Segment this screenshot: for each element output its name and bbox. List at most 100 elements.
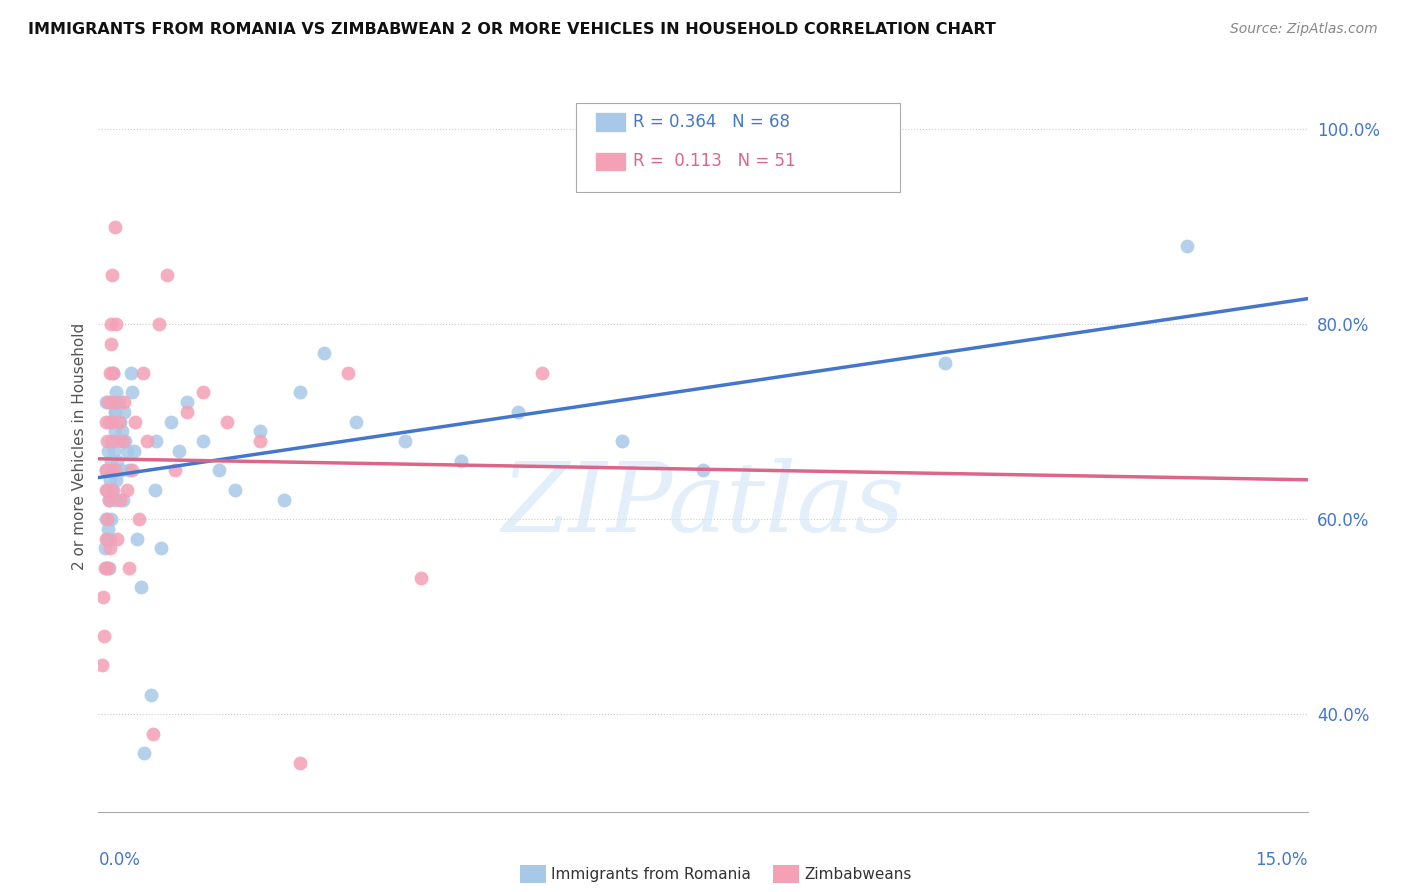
Point (135, 434, 157, 449)
Point (97, 492, 120, 507)
Point (104, 425, 127, 439)
Text: R =  0.113   N = 51: R = 0.113 N = 51 (633, 153, 796, 170)
Point (118, 463, 141, 477)
Point (101, 483, 124, 497)
Point (105, 453, 128, 467)
Point (107, 415, 129, 429)
Text: Zimbabweans: Zimbabweans (804, 867, 911, 881)
Point (121, 463, 143, 477)
Point (100, 317, 122, 331)
Point (115, 443, 138, 458)
Point (112, 405, 135, 419)
Point (150, 541, 173, 556)
Point (409, 571, 432, 585)
Point (110, 463, 132, 477)
Point (96, 483, 118, 497)
Point (101, 415, 124, 429)
Point (96, 512, 118, 526)
Point (156, 268, 179, 283)
Point (94, 561, 117, 575)
Point (450, 453, 472, 467)
Point (96, 532, 118, 546)
Text: R = 0.364   N = 68: R = 0.364 N = 68 (633, 113, 790, 131)
Point (208, 463, 231, 477)
Point (128, 512, 150, 526)
Point (111, 492, 134, 507)
Point (249, 434, 271, 449)
Point (288, 385, 311, 400)
Point (314, 346, 336, 360)
Point (934, 356, 956, 370)
Text: IMMIGRANTS FROM ROMANIA VS ZIMBABWEAN 2 OR MORE VEHICLES IN HOUSEHOLD CORRELATIO: IMMIGRANTS FROM ROMANIA VS ZIMBABWEAN 2 … (28, 22, 995, 37)
Point (288, 756, 311, 770)
Point (1175, 239, 1198, 253)
Point (134, 746, 156, 760)
Text: 0.0%: 0.0% (98, 851, 141, 869)
Point (224, 483, 246, 497)
Point (101, 366, 124, 380)
Point (100, 463, 122, 477)
Point (122, 443, 145, 458)
Text: Immigrants from Romania: Immigrants from Romania (551, 867, 751, 881)
Point (217, 415, 239, 429)
Point (103, 395, 125, 409)
Point (105, 317, 128, 331)
Point (142, 727, 165, 741)
Point (160, 415, 183, 429)
Point (96, 434, 118, 449)
Point (129, 581, 152, 595)
Text: 15.0%: 15.0% (1256, 851, 1308, 869)
Point (98, 473, 121, 487)
Point (108, 415, 131, 429)
Point (98, 366, 121, 380)
Point (143, 483, 166, 497)
Point (100, 434, 122, 449)
Point (96, 512, 118, 526)
Point (114, 434, 136, 449)
Point (120, 366, 142, 380)
Point (337, 366, 360, 380)
Point (97, 395, 120, 409)
Point (103, 405, 125, 419)
Point (121, 385, 143, 400)
Point (193, 434, 215, 449)
Point (94, 541, 117, 556)
Point (163, 463, 186, 477)
Point (176, 405, 198, 419)
Point (112, 395, 135, 409)
Point (97, 415, 120, 429)
Point (273, 492, 295, 507)
Point (93, 629, 115, 643)
Point (139, 688, 162, 702)
Point (96, 463, 118, 477)
Point (124, 415, 146, 429)
Point (103, 219, 125, 234)
Point (692, 463, 714, 477)
Point (101, 366, 124, 380)
Point (167, 443, 190, 458)
Point (530, 366, 553, 380)
Point (193, 385, 215, 400)
Point (98, 532, 121, 546)
Point (103, 492, 125, 507)
Point (97, 443, 120, 458)
Point (612, 434, 634, 449)
Point (100, 395, 122, 409)
Point (96, 395, 118, 409)
Point (148, 317, 170, 331)
Point (344, 415, 367, 429)
Point (101, 463, 124, 477)
Point (100, 336, 122, 351)
Point (105, 385, 128, 400)
Point (96, 463, 118, 477)
Point (97, 492, 120, 507)
Point (103, 405, 125, 419)
Point (118, 561, 141, 575)
Point (394, 434, 416, 449)
Point (91, 590, 114, 604)
Point (145, 434, 167, 449)
Point (94, 561, 117, 575)
Point (97, 561, 120, 575)
Point (111, 425, 134, 439)
Point (94, 483, 117, 497)
